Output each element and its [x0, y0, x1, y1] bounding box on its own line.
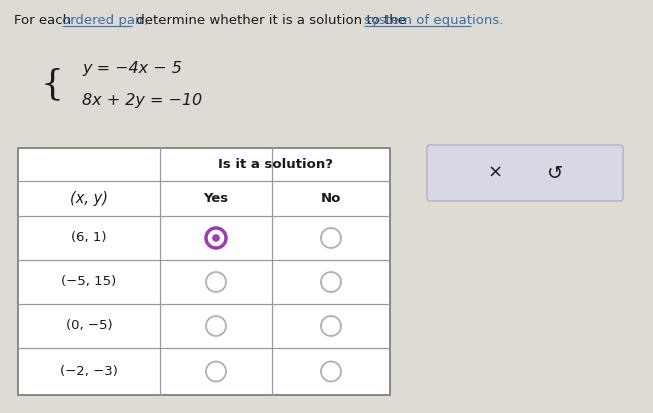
- Circle shape: [206, 316, 226, 336]
- Circle shape: [321, 272, 341, 292]
- Text: (x, y): (x, y): [70, 191, 108, 206]
- Circle shape: [321, 361, 341, 382]
- Text: {: {: [40, 67, 63, 101]
- Text: ×: ×: [487, 164, 503, 182]
- Text: No: No: [321, 192, 341, 205]
- Text: determine whether it is a solution to the: determine whether it is a solution to th…: [133, 14, 411, 27]
- Text: system of equations.: system of equations.: [364, 14, 503, 27]
- Circle shape: [321, 316, 341, 336]
- Text: ↺: ↺: [547, 164, 563, 183]
- Circle shape: [206, 272, 226, 292]
- Circle shape: [206, 361, 226, 382]
- FancyBboxPatch shape: [427, 145, 623, 201]
- Text: (−2, −3): (−2, −3): [60, 365, 118, 378]
- Polygon shape: [18, 148, 390, 395]
- Text: Yes: Yes: [204, 192, 229, 205]
- Text: ordered pair,: ordered pair,: [63, 14, 149, 27]
- Text: 8x + 2y = −10: 8x + 2y = −10: [82, 93, 202, 107]
- Circle shape: [212, 234, 220, 242]
- Text: Is it a solution?: Is it a solution?: [217, 158, 332, 171]
- Text: For each: For each: [14, 14, 75, 27]
- Circle shape: [321, 228, 341, 248]
- Text: (0, −5): (0, −5): [66, 320, 112, 332]
- Text: (−5, 15): (−5, 15): [61, 275, 117, 289]
- Circle shape: [206, 228, 226, 248]
- Text: y = −4x − 5: y = −4x − 5: [82, 60, 182, 76]
- Text: (6, 1): (6, 1): [71, 232, 106, 244]
